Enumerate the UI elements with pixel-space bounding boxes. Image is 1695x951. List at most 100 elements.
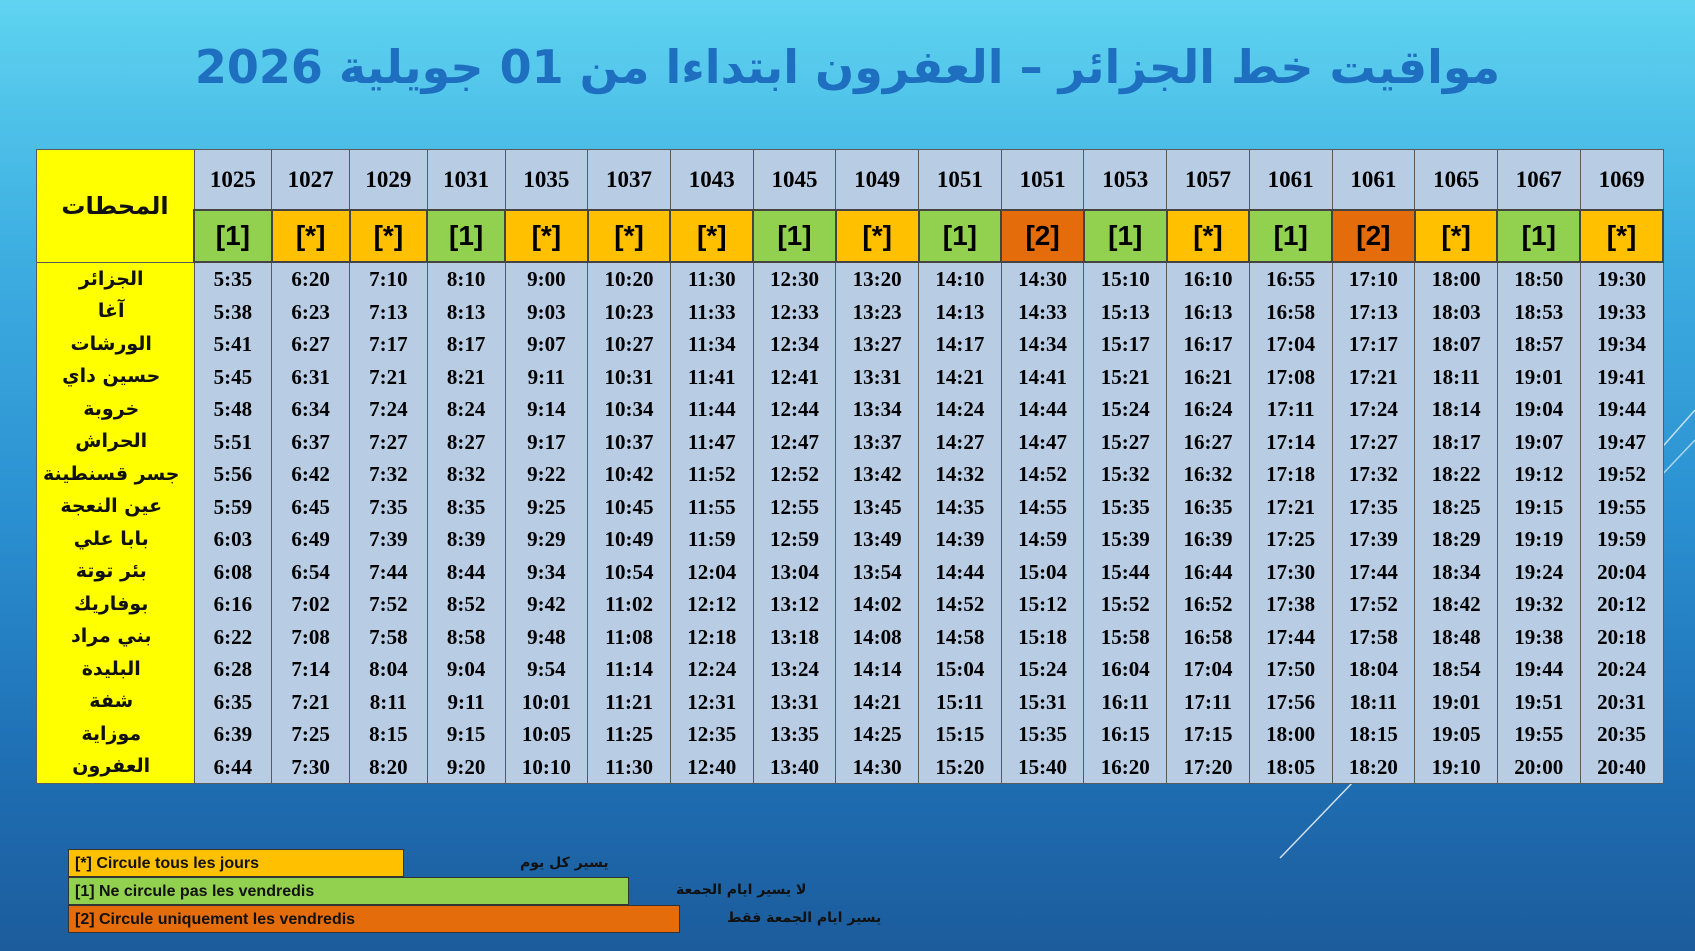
departure-time: 12:04 xyxy=(687,559,737,584)
departure-time: 16:39 xyxy=(1183,527,1233,551)
departure-time: 6:54 xyxy=(291,559,330,584)
departure-time: 16:15 xyxy=(1100,722,1150,746)
departure-time: 7:24 xyxy=(369,397,408,421)
departure-time: 9:25 xyxy=(527,494,566,519)
departure-time: 14:52 xyxy=(935,592,985,616)
departure-time: 14:10 xyxy=(935,267,985,291)
times-row: الجزائر آغا الورشات حسين داي خروبة الحراش جسر … xyxy=(36,261,1664,784)
departure-time: 10:34 xyxy=(604,397,654,421)
departure-time: 15:10 xyxy=(1100,267,1150,291)
train-number: 1069 xyxy=(1579,149,1664,211)
departure-time: 20:31 xyxy=(1597,689,1647,714)
departure-time: 9:03 xyxy=(527,299,566,324)
schedule-table: المحطات 1025 1027 1029 1031 1035 1037 1043 1045… xyxy=(36,149,1664,784)
departure-time: 7:13 xyxy=(369,299,408,324)
departure-time: 5:59 xyxy=(213,494,253,519)
departure-time: 9:42 xyxy=(527,592,566,616)
departure-time: 17:38 xyxy=(1266,592,1316,616)
departure-time: 7:17 xyxy=(369,332,408,356)
train-number: 1035 xyxy=(504,149,589,211)
departure-time: 14:33 xyxy=(1018,299,1068,324)
departure-time: 17:52 xyxy=(1348,592,1398,616)
train-times-column: 17:10 17:13 17:17 17:21 17:24 17:27 17:32 17:35… xyxy=(1331,261,1416,784)
departure-time: 12:18 xyxy=(687,624,737,649)
departure-time: 13:37 xyxy=(852,429,902,454)
departure-time: 17:10 xyxy=(1348,267,1398,291)
departure-time: 7:08 xyxy=(291,624,330,649)
departure-time: 9:14 xyxy=(527,397,566,421)
departure-time: 18:29 xyxy=(1431,527,1481,551)
departure-time: 10:20 xyxy=(604,267,654,291)
departure-time: 10:45 xyxy=(604,494,654,519)
departure-time: 18:57 xyxy=(1514,332,1564,356)
departure-time: 19:59 xyxy=(1597,527,1647,551)
departure-time: 18:42 xyxy=(1431,592,1481,616)
train-number: 1043 xyxy=(669,149,754,211)
departure-time: 20:00 xyxy=(1514,754,1564,779)
departure-time: 17:21 xyxy=(1266,494,1316,519)
departure-time: 9:00 xyxy=(527,267,566,291)
departure-time: 15:20 xyxy=(935,754,985,779)
departure-time: 18:25 xyxy=(1431,494,1481,519)
departure-time: 16:35 xyxy=(1183,494,1233,519)
departure-time: 19:55 xyxy=(1597,494,1647,519)
departure-time: 16:17 xyxy=(1183,332,1233,356)
departure-time: 8:32 xyxy=(446,462,486,486)
departure-time: 18:50 xyxy=(1514,267,1564,291)
departure-time: 10:49 xyxy=(604,527,654,551)
departure-time: 12:41 xyxy=(769,364,819,389)
departure-time: 9:15 xyxy=(446,722,486,746)
departure-time: 14:39 xyxy=(935,527,985,551)
departure-time: 17:58 xyxy=(1348,624,1398,649)
departure-time: 13:12 xyxy=(769,592,819,616)
departure-time: 14:32 xyxy=(935,462,985,486)
departure-time: 11:52 xyxy=(687,462,736,486)
train-day-code: [1] xyxy=(193,209,273,263)
departure-time: 16:44 xyxy=(1183,559,1233,584)
train-day-code: [*] xyxy=(586,209,672,263)
departure-time: 7:30 xyxy=(291,754,330,779)
station-name: العفرون xyxy=(72,755,151,777)
departure-time: 16:58 xyxy=(1266,299,1316,324)
departure-time: 15:31 xyxy=(1018,689,1068,714)
departure-time: 5:45 xyxy=(213,364,253,389)
departure-time: 19:19 xyxy=(1514,527,1564,551)
departure-time: 11:41 xyxy=(687,364,736,389)
train-times-column: 7:10 7:13 7:17 7:21 7:24 7:27 7:32 7:35 7:39 7:44… xyxy=(349,261,428,784)
train-day-code: [*] xyxy=(1165,209,1251,263)
legend-one-arabic: لا يسير ايام الجمعة xyxy=(676,882,807,898)
departure-time: 11:44 xyxy=(687,397,736,421)
train-times-column: 15:10 15:13 15:17 15:21 15:24 15:27 15:32 15:35… xyxy=(1083,261,1168,784)
departure-time: 6:28 xyxy=(213,657,253,681)
departure-time: 10:23 xyxy=(604,299,654,324)
departure-time: 17:15 xyxy=(1183,722,1233,746)
departure-time: 10:37 xyxy=(604,429,654,454)
departure-time: 18:05 xyxy=(1266,754,1316,779)
departure-time: 11:33 xyxy=(687,299,736,324)
departure-time: 20:18 xyxy=(1597,624,1647,649)
departure-time: 19:44 xyxy=(1597,397,1647,421)
departure-time: 7:14 xyxy=(291,657,330,681)
train-day-code: [1] xyxy=(1082,209,1168,263)
departure-time: 11:34 xyxy=(687,332,736,356)
train-days-row: [1] [*] [*] [1] [*] [*] [*] [1] [*] [1] [2] [1] [*][… xyxy=(37,209,1664,263)
departure-time: 14:59 xyxy=(1018,527,1068,551)
departure-time: 15:15 xyxy=(935,722,985,746)
departure-time: 18:22 xyxy=(1431,462,1481,486)
departure-time: 14:41 xyxy=(1018,364,1068,389)
departure-time: 7:32 xyxy=(369,462,408,486)
departure-time: 16:24 xyxy=(1183,397,1233,421)
departure-time: 19:30 xyxy=(1597,267,1647,291)
departure-time: 11:30 xyxy=(605,754,653,779)
train-number: 1025 xyxy=(193,149,273,211)
train-number: 1065 xyxy=(1414,149,1498,211)
departure-time: 15:11 xyxy=(935,689,984,714)
departure-time: 18:07 xyxy=(1431,332,1481,356)
train-number: 1061 xyxy=(1331,149,1416,211)
departure-time: 8:21 xyxy=(446,364,486,389)
departure-time: 16:58 xyxy=(1183,624,1233,649)
departure-time: 13:34 xyxy=(852,397,902,421)
station-name: بني مراد xyxy=(70,625,152,647)
legend-one-bar: [1] Ne circule pas les vendredis xyxy=(68,877,629,905)
departure-time: 6:23 xyxy=(291,299,330,324)
